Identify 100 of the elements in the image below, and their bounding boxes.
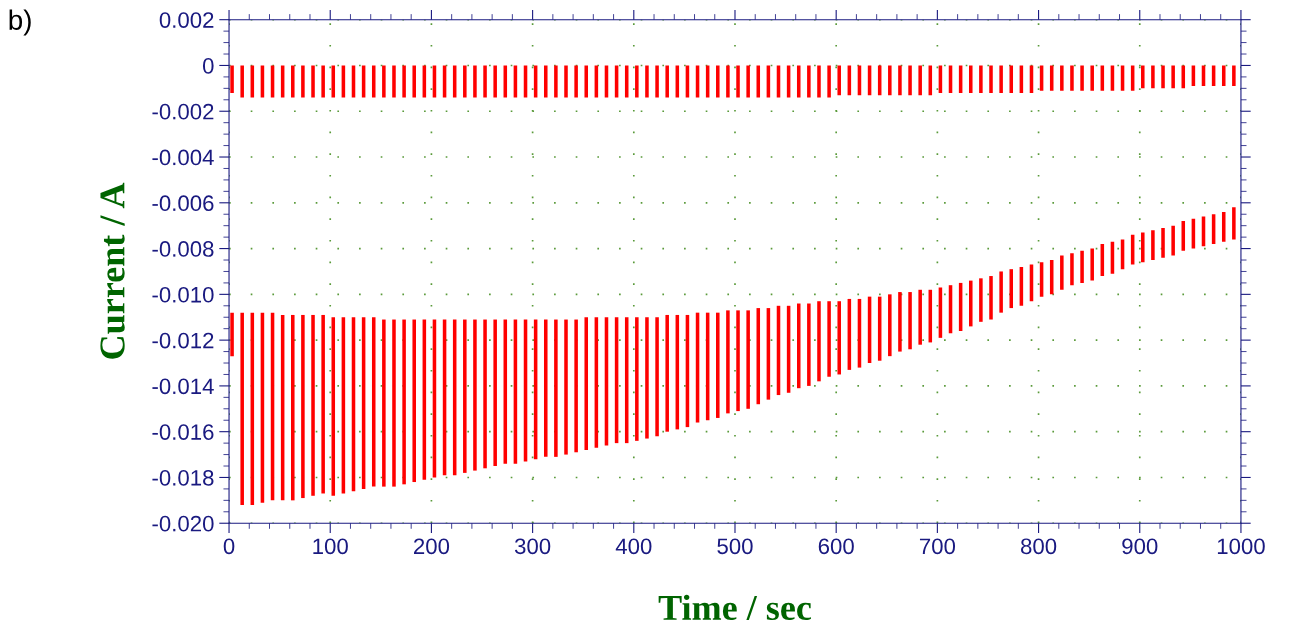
bar [493,319,497,467]
x-tick-label: 700 [919,538,956,555]
x-tick-label: 400 [615,538,652,555]
bar [635,65,639,98]
bar [402,65,406,98]
bar [240,312,244,505]
bar [311,314,315,496]
bar [736,65,740,98]
bar [1141,65,1145,89]
bar [1080,250,1084,283]
x-tick-label: 800 [1020,538,1057,555]
bar [1151,230,1155,261]
bar [655,65,659,98]
bar [371,317,376,487]
bar [918,65,922,96]
bar [645,317,649,439]
bar [240,65,244,98]
bar [817,301,821,382]
bar [756,65,761,98]
bar [999,65,1003,93]
bar [574,65,578,98]
x-axis-title: Time / sec [658,594,811,621]
bar [726,310,730,414]
bar [1060,255,1064,290]
bar [321,65,325,98]
bar [756,308,761,405]
bar [796,303,801,389]
bar [1221,211,1226,242]
bar [483,319,487,469]
x-tick-label: 600 [818,538,854,555]
bar [796,65,801,98]
bar [584,65,589,98]
bar [716,65,720,98]
bar [645,65,649,98]
bar [1009,269,1014,309]
bar [746,310,750,409]
bar [412,65,416,98]
bar [665,65,669,98]
bar [230,65,234,93]
bar [331,65,336,98]
bar [564,319,568,455]
y-tick-label: -0.020 [152,515,214,532]
x-tick-label: 900 [1122,538,1158,555]
bar [989,276,993,320]
x-tick-label: 0 [223,538,235,555]
bar [301,314,305,499]
bar [412,319,416,483]
bar [1161,65,1165,89]
bar [817,65,821,98]
bar [1070,65,1074,91]
y-axis-title: Current / A [100,182,125,359]
bar [969,65,973,93]
bar [392,319,396,487]
x-tick-label: 300 [514,538,551,555]
bar [827,65,831,98]
bar [402,319,406,485]
y-tick-label: -0.008 [152,241,214,257]
bar [1009,65,1014,93]
x-tick-label: 200 [414,538,450,555]
x-tick-label: 500 [717,538,753,555]
bar [291,314,295,501]
bar [473,65,477,98]
bar [989,65,993,93]
y-tick-label: 0 [202,58,214,74]
y-tick-label: -0.002 [152,103,214,120]
bar [554,319,558,457]
bar [837,301,841,375]
y-tick-label: -0.010 [152,286,214,303]
bar [1221,65,1226,87]
bar [898,65,902,96]
bar [827,301,831,377]
bar [908,65,912,96]
bar [807,303,811,386]
bar [1161,227,1165,258]
bar [1171,65,1175,89]
bar [979,278,983,322]
bar [888,65,892,96]
bar [473,319,477,471]
bar [543,319,548,457]
bar [493,65,497,98]
bar [554,65,558,98]
bar [736,310,740,412]
bar [1181,221,1186,251]
bar [311,65,315,98]
bar [979,65,983,93]
bar [665,314,669,432]
bar [382,65,386,98]
bar [908,292,912,350]
y-tick-label: -0.012 [152,332,214,349]
bar [230,312,234,357]
bar [564,65,568,98]
bar [898,292,902,352]
bar [716,312,720,418]
x-tick-label: 100 [313,538,348,555]
x-tick-label: 1000 [1217,538,1265,555]
y-tick-label: 0.002 [159,12,214,28]
bar [392,65,396,98]
y-tick-label: -0.016 [152,424,214,440]
bar [543,65,548,98]
bar [635,317,639,441]
